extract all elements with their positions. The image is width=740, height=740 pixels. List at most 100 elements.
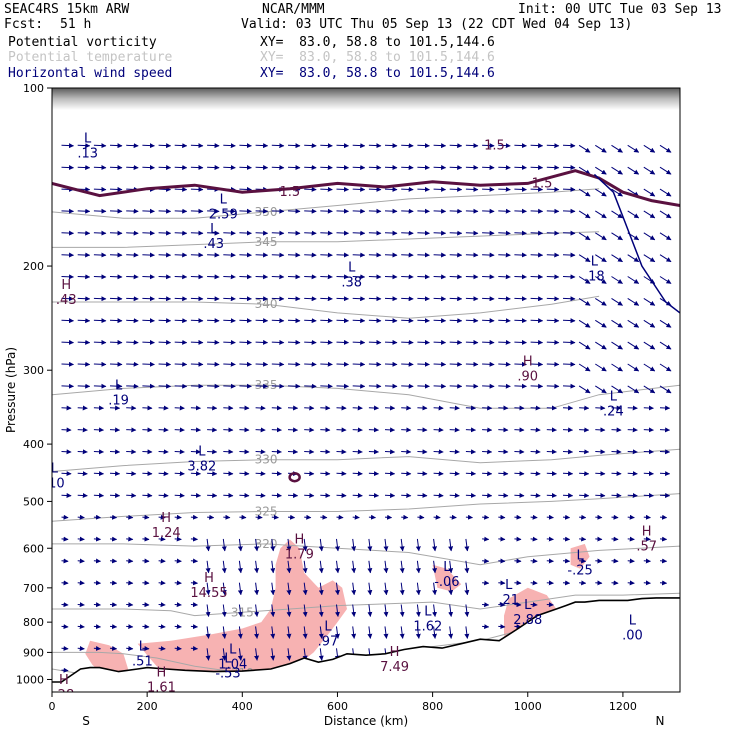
pv-extremum-value: 1.61 [147, 681, 176, 696]
wind-vector [514, 427, 525, 433]
pv-shaded-region [432, 564, 462, 592]
wind-vector [498, 492, 509, 498]
wind-vector [190, 558, 198, 564]
wind-vector [320, 339, 333, 345]
wind-vector [611, 514, 619, 520]
wind-vector [659, 405, 671, 411]
wind-vector [546, 383, 560, 389]
wind-vector [578, 341, 591, 350]
wind-vector [514, 492, 525, 498]
pv-extremum-type: H [157, 666, 167, 681]
wind-vector [384, 296, 398, 302]
wind-vector [482, 514, 490, 520]
wind-vector [659, 471, 671, 477]
wind-vector [287, 361, 301, 367]
wind-vector [482, 536, 490, 542]
wind-vector [498, 339, 511, 345]
wind-vector [109, 230, 123, 236]
wind-vector [287, 208, 301, 214]
wind-vector [109, 427, 121, 433]
wind-vector [320, 514, 328, 520]
wind-vector [109, 492, 121, 498]
wind-vector [384, 471, 396, 477]
wind-vector [61, 667, 69, 673]
wind-vector [318, 648, 324, 661]
wind-vector [530, 274, 544, 280]
wind-vector [336, 296, 349, 302]
wind-vector [659, 341, 672, 350]
wind-vector [579, 580, 587, 586]
wind-vector [498, 230, 511, 236]
y-tick-label: 100 [23, 82, 44, 95]
wind-vector [498, 165, 511, 171]
wind-vector [77, 602, 85, 608]
wind-vector [546, 274, 560, 280]
wind-vector [659, 166, 672, 175]
wind-vector [93, 536, 101, 542]
wind-vector [384, 427, 396, 433]
wind-vector [611, 319, 623, 328]
y-tick-label: 800 [23, 616, 44, 629]
wind-vector [93, 645, 101, 651]
wind-vector [239, 492, 250, 498]
wind-vector [611, 276, 623, 284]
wind-vector [109, 274, 123, 280]
wind-vector [595, 558, 603, 564]
wind-vector [93, 624, 101, 630]
wind-vector [595, 276, 607, 284]
wind-vector [142, 558, 150, 564]
wind-vector [595, 232, 607, 241]
wind-vector [498, 558, 506, 564]
wind-vector [482, 274, 495, 280]
wind-vector [109, 165, 123, 171]
pv-extremum-value: .90 [517, 370, 538, 385]
theta-contour-315 [52, 592, 680, 617]
y-tick-label: 600 [23, 542, 44, 555]
wind-vector [207, 230, 220, 236]
pv-extremum-type: L [505, 578, 513, 593]
wind-vector [223, 143, 236, 149]
wind-vector [304, 296, 317, 302]
wind-vector [417, 143, 430, 149]
wind-vector [352, 492, 363, 498]
wind-vector [61, 318, 74, 324]
wind-vector [207, 492, 218, 498]
wind-vector [399, 582, 405, 596]
wind-vector [158, 427, 169, 433]
wind-vector [142, 296, 155, 302]
wind-vector [352, 383, 366, 389]
wind-vector [562, 208, 576, 214]
wind-vector [207, 427, 218, 433]
wind-vector [126, 449, 137, 455]
wind-vector [61, 208, 74, 214]
pv-extremum-type: H [204, 571, 214, 586]
pv-extremum-type: L [424, 604, 432, 619]
wind-vector [142, 580, 150, 586]
legend-wind-name: Horizontal wind speed [8, 66, 173, 81]
wind-vector [126, 208, 139, 214]
wind-vector [627, 144, 640, 153]
wind-vector [643, 405, 654, 411]
wind-vector [351, 582, 357, 596]
wind-vector [158, 296, 172, 302]
wind-vector [530, 339, 544, 345]
wind-vector [158, 274, 172, 280]
wind-vector [578, 276, 591, 284]
wind-vector [659, 319, 672, 328]
wind-vector [449, 318, 463, 324]
wind-vector [643, 166, 656, 175]
wind-vector [255, 318, 269, 324]
wind-vector [254, 648, 260, 661]
wind-vector [174, 296, 188, 302]
wind-vector [271, 361, 285, 367]
wind-vector [93, 318, 107, 324]
wind-vector [142, 165, 155, 171]
wind-vector [304, 143, 317, 149]
theta-contour-345 [52, 231, 600, 248]
wind-vector [126, 165, 139, 171]
wind-vector [286, 648, 292, 661]
wind-vector [126, 645, 134, 651]
wind-vector [190, 536, 198, 542]
pv-extremum-value: .24 [603, 404, 624, 419]
pv-extremum-value: .18 [584, 270, 605, 285]
